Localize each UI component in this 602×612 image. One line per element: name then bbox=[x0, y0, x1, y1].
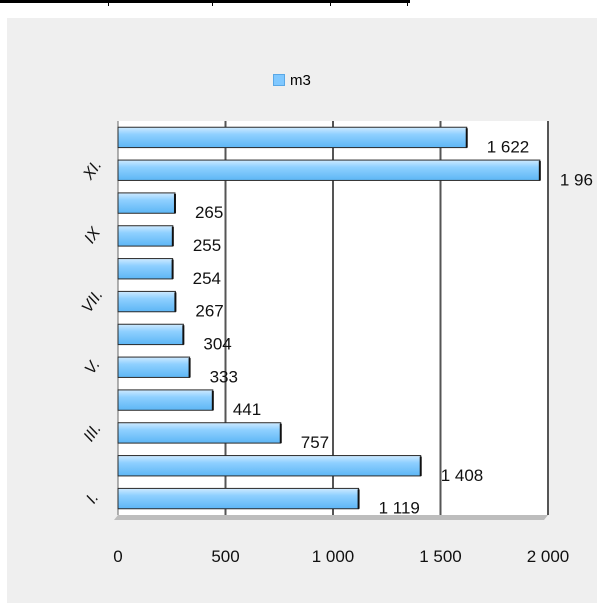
legend: m3 bbox=[273, 70, 311, 90]
bar bbox=[117, 389, 214, 411]
legend-label-m3: m3 bbox=[290, 71, 311, 89]
data-label: 255 bbox=[193, 236, 221, 255]
data-label: 1 96 bbox=[560, 170, 593, 189]
data-label: 1 119 bbox=[379, 499, 420, 518]
data-label: 254 bbox=[193, 269, 221, 288]
bar bbox=[117, 422, 282, 444]
plot-floor bbox=[114, 515, 548, 520]
bar bbox=[117, 290, 176, 313]
category-label: I. bbox=[83, 490, 102, 507]
category-label: IX bbox=[81, 224, 104, 247]
bar bbox=[117, 323, 184, 346]
data-label: 441 bbox=[233, 400, 261, 419]
data-label: 304 bbox=[203, 334, 231, 353]
x-tick-label: 2 000 bbox=[527, 547, 570, 566]
x-tick-label: 1 000 bbox=[312, 547, 355, 566]
x-tick-label: 1 500 bbox=[419, 547, 462, 566]
bar bbox=[117, 487, 360, 510]
x-tick-label: 500 bbox=[211, 547, 239, 566]
bar bbox=[117, 159, 541, 181]
data-label: 333 bbox=[210, 367, 238, 386]
bar bbox=[117, 126, 468, 149]
data-label: 1 622 bbox=[487, 137, 530, 156]
bar bbox=[117, 225, 174, 247]
data-label: 265 bbox=[195, 203, 223, 222]
legend-swatch-m3 bbox=[273, 74, 285, 86]
data-label: 757 bbox=[301, 433, 329, 452]
category-label: VII. bbox=[79, 287, 107, 316]
category-label: III. bbox=[81, 421, 105, 445]
bar bbox=[117, 192, 176, 214]
bar bbox=[117, 455, 422, 477]
bar bbox=[117, 356, 191, 378]
x-tick-label: 0 bbox=[113, 547, 122, 566]
category-label: XI. bbox=[80, 157, 106, 184]
data-label: 1 408 bbox=[441, 466, 484, 485]
top-border-strip bbox=[0, 0, 410, 6]
category-label: V. bbox=[82, 357, 104, 378]
bar bbox=[117, 258, 174, 280]
data-label: 267 bbox=[195, 302, 223, 321]
